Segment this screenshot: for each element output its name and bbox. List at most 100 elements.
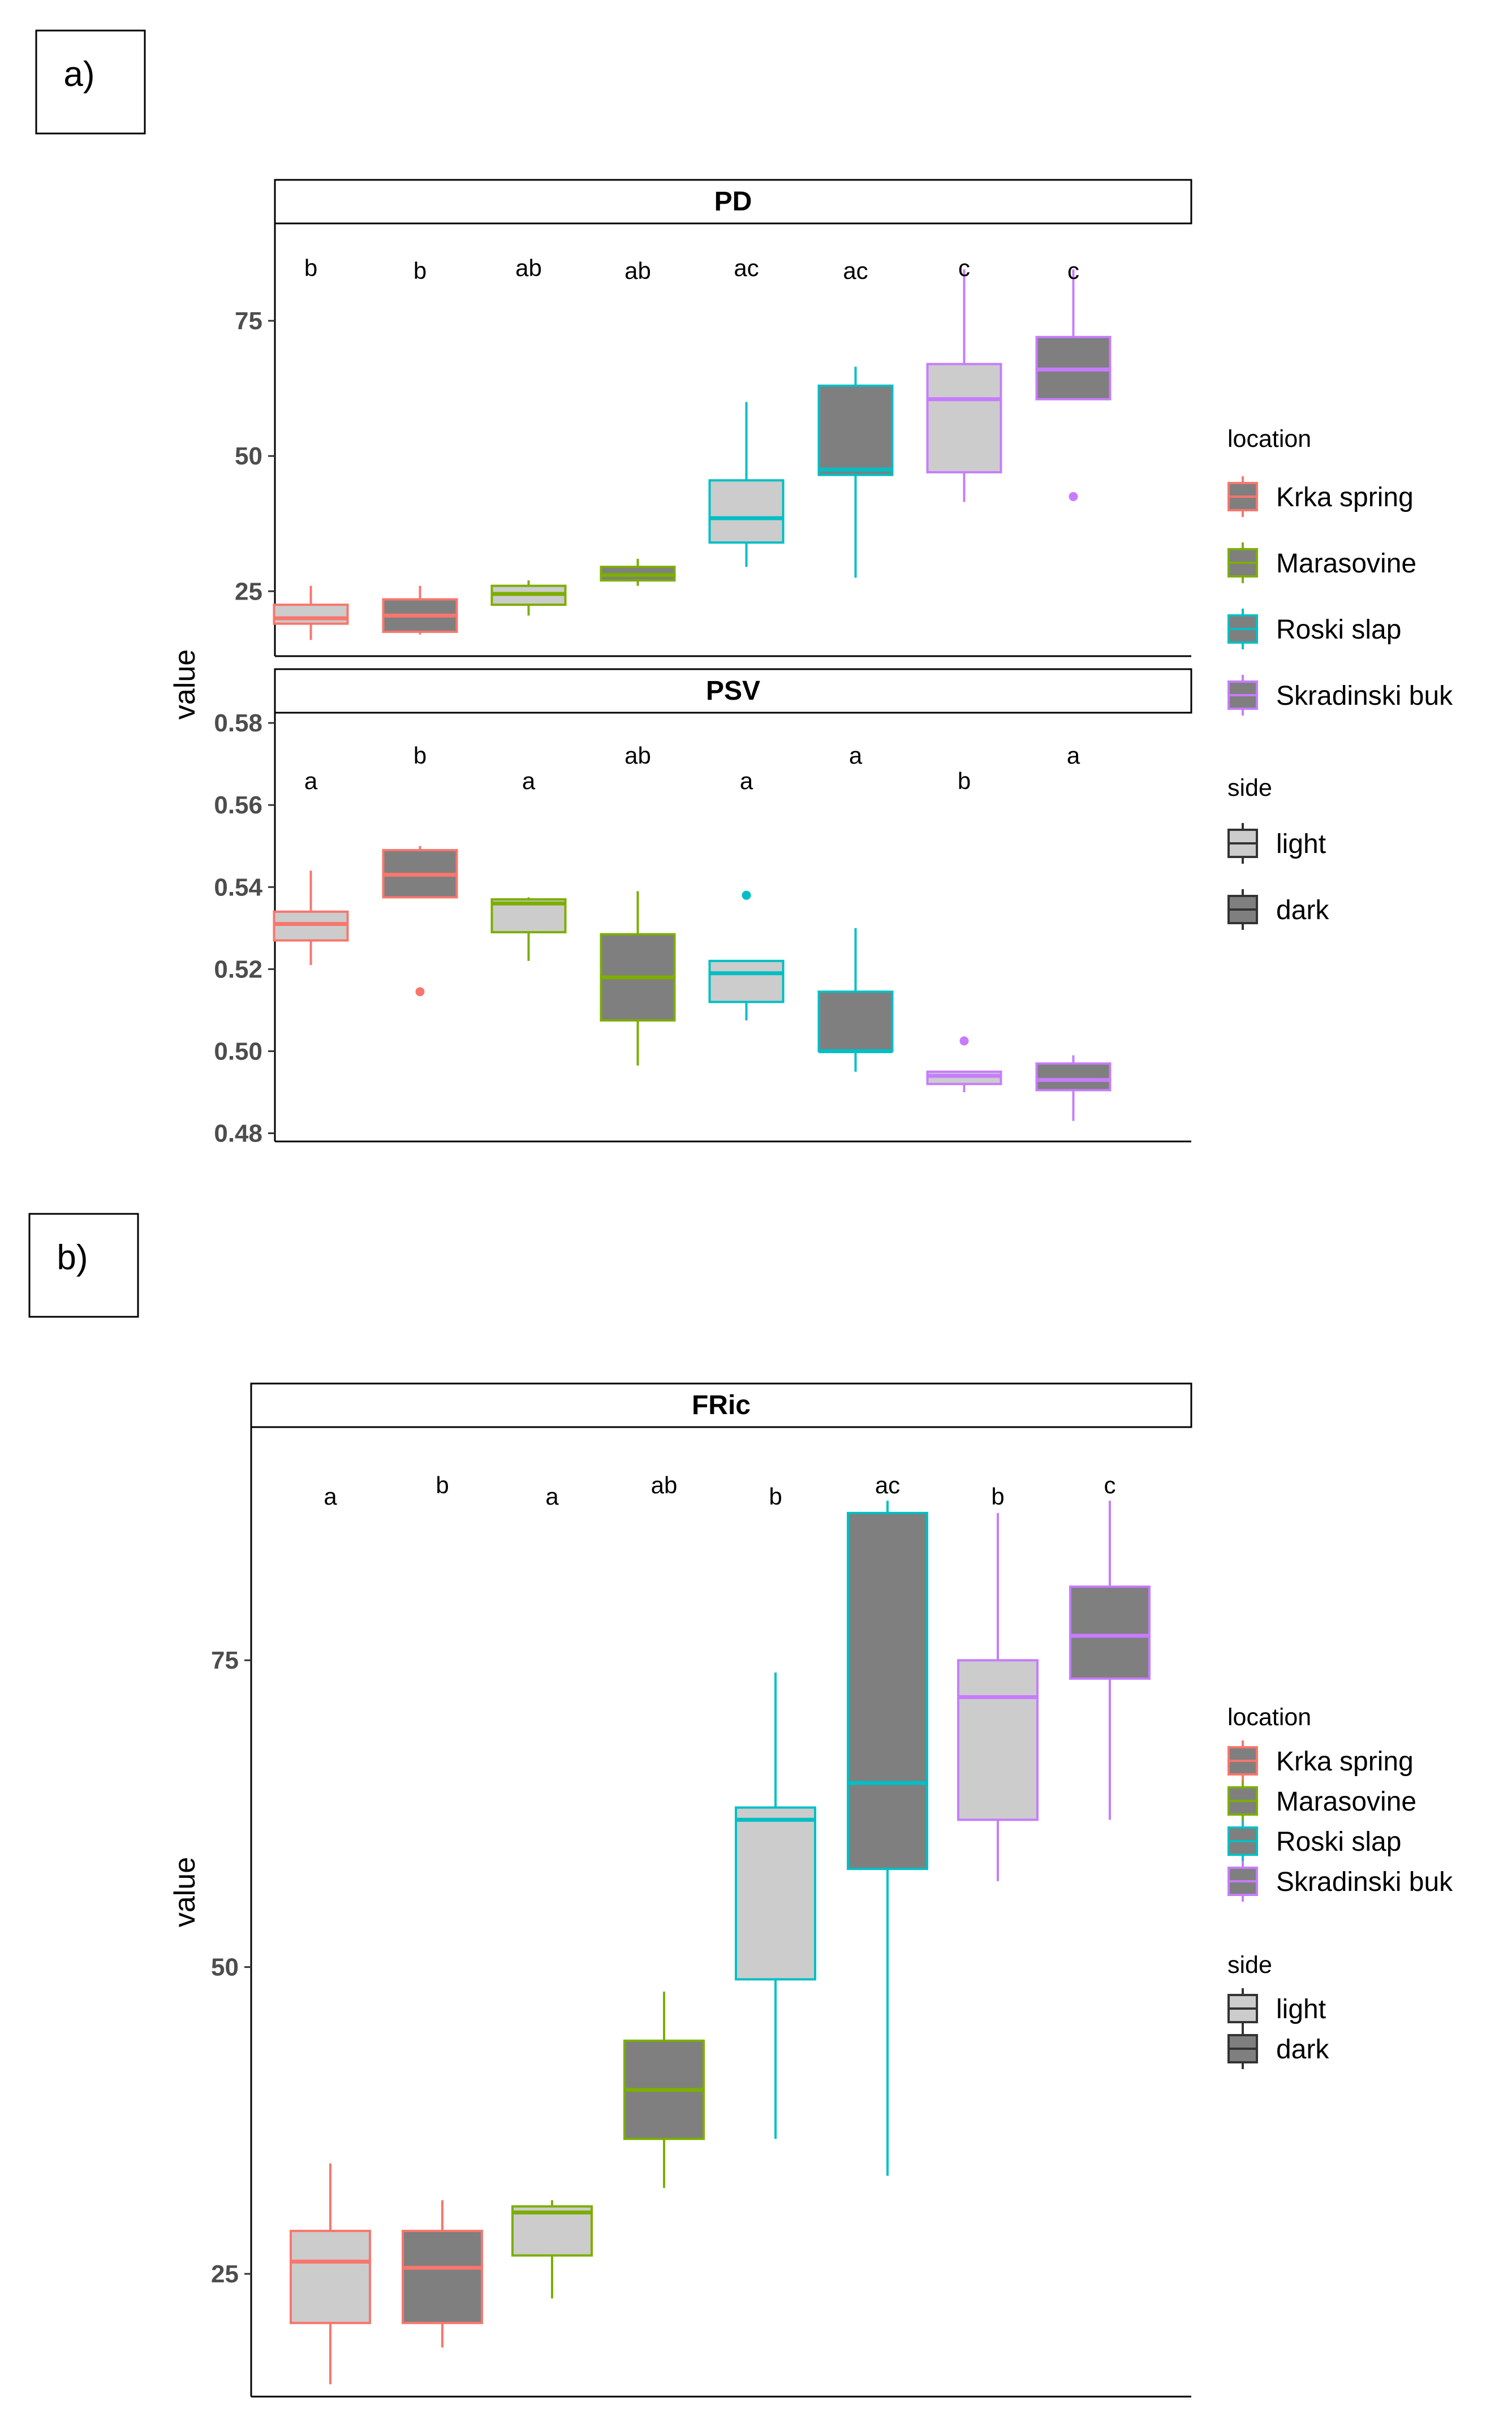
significance-letter: b (769, 1483, 782, 1510)
significance-letter: a (304, 768, 318, 794)
box-body (957, 1659, 1039, 1821)
strip-pd: PD (274, 179, 1192, 225)
box-roski-slap-light: b (735, 1483, 816, 2139)
legend-location-title-a: location (1227, 425, 1311, 453)
box-krka-spring-dark: b (402, 1472, 483, 2348)
box-body (708, 959, 785, 1003)
significance-letter: c (1067, 257, 1079, 284)
box-krka-spring-light: a (290, 1483, 371, 2385)
box-marasovine-light: a (511, 1483, 593, 2299)
strip-psv: PSV (274, 668, 1192, 714)
strip-title-pd: PD (714, 187, 752, 217)
outlier-point (742, 890, 751, 900)
box-body (817, 990, 894, 1053)
box-body (290, 2230, 371, 2324)
legend-label-marasovine: Marasovine (1276, 549, 1416, 579)
significance-letter: ab (515, 255, 542, 281)
legend-side-title-b: side (1227, 1951, 1272, 1979)
y-tick-label: 25 (211, 2260, 239, 2288)
outlier-point (415, 987, 425, 997)
box-skradinski-buk-dark: c (1035, 257, 1112, 501)
y-tick-label: 75 (211, 1647, 239, 1674)
strip-fric: FRic (250, 1382, 1192, 1428)
y-tick-label: 0.48 (214, 1119, 262, 1147)
box-body (817, 384, 894, 476)
panel-label-a: a) (63, 55, 94, 94)
y-tick-label: 0.58 (214, 709, 262, 737)
significance-letter: b (413, 742, 427, 769)
box-krka-spring-dark: b (382, 257, 458, 635)
significance-letter: ac (875, 1472, 900, 1498)
box-marasovine-light: ab (490, 255, 567, 616)
significance-letter: b (991, 1483, 1004, 1510)
box-body (273, 910, 349, 942)
box-marasovine-dark: ab (600, 257, 676, 586)
box-skradinski-buk-light: c (926, 255, 1002, 502)
box-roski-slap-dark: ac (847, 1472, 928, 2176)
y-tick-label: 0.54 (214, 873, 262, 901)
y-tick-label: 0.56 (214, 791, 262, 819)
box-marasovine-dark: ab (600, 742, 676, 1066)
strip-title-psv: PSV (706, 676, 760, 706)
box-body (926, 1070, 1002, 1085)
significance-letter: a (849, 742, 863, 769)
y-axis-title-b: value (169, 1857, 201, 1927)
significance-letter: a (522, 768, 536, 794)
legend-label-dark: dark (1276, 895, 1329, 925)
box-body (735, 1806, 816, 1981)
box-body (708, 479, 785, 544)
legend-label-roski-slap: Roski slap (1276, 615, 1401, 645)
y-tick-label: 50 (211, 1954, 239, 1981)
box-body (273, 604, 349, 625)
significance-letter: b (304, 255, 317, 281)
outlier-point (1069, 492, 1078, 501)
significance-letter: b (958, 768, 971, 794)
significance-letter: b (436, 1472, 449, 1498)
box-body (847, 1511, 928, 1871)
legend-key-marasovine: Marasovine (1227, 1781, 1416, 1821)
legend-key-roski-slap: Roski slap (1227, 1821, 1401, 1862)
significance-letter: c (958, 255, 970, 281)
box-body (1035, 1062, 1112, 1092)
panel-label-b: b) (57, 1238, 88, 1277)
panel-label-a-box: a) (35, 29, 146, 135)
legend-key-krka-spring: Krka spring (1227, 476, 1414, 517)
legend-label-roski-slap: Roski slap (1276, 1827, 1401, 1857)
legend-key-roski-slap: Roski slap (1227, 609, 1401, 649)
outlier-point (959, 1036, 969, 1046)
box-skradinski-buk-dark: c (1069, 1472, 1151, 1820)
panel-label-b-box: b) (28, 1213, 139, 1318)
box-roski-slap-light: ac (708, 255, 785, 567)
box-roski-slap-light: a (708, 768, 785, 1021)
legend-label-light: light (1276, 1994, 1326, 2024)
y-axis-title-a: value (169, 649, 201, 719)
legend-label-krka-spring: Krka spring (1276, 1747, 1414, 1777)
y-tick-label: 0.52 (214, 955, 262, 983)
significance-letter: ab (651, 1472, 678, 1498)
box-marasovine-dark: ab (623, 1472, 705, 2188)
y-tick-label: 75 (235, 307, 262, 335)
y-tick-label: 0.50 (214, 1037, 262, 1065)
box-krka-spring-light: a (273, 768, 349, 966)
legend-key-dark: dark (1227, 889, 1329, 930)
legend-label-krka-spring: Krka spring (1276, 482, 1414, 512)
box-skradinski-buk-light: b (957, 1483, 1039, 1881)
legend-label-skradinski-buk: Skradinski buk (1276, 1867, 1453, 1897)
box-krka-spring-dark: b (382, 742, 458, 997)
box-krka-spring-light: b (273, 255, 349, 640)
significance-letter: ac (734, 255, 759, 281)
legend-b: location side Krka spring Marasovine Roski… (1227, 1704, 1453, 2069)
plot-area-pd: 25 50 75 b b ab ab ac ac c c (235, 223, 1191, 657)
significance-letter: a (324, 1483, 337, 1510)
legend-key-skradinski-buk: Skradinski buk (1227, 1861, 1453, 1902)
significance-letter: ac (843, 257, 868, 284)
significance-letter: b (413, 257, 427, 284)
legend-key-krka-spring: Krka spring (1227, 1740, 1414, 1781)
legend-label-light: light (1276, 829, 1326, 859)
significance-letter: a (545, 1483, 559, 1510)
box-body (926, 363, 1002, 473)
